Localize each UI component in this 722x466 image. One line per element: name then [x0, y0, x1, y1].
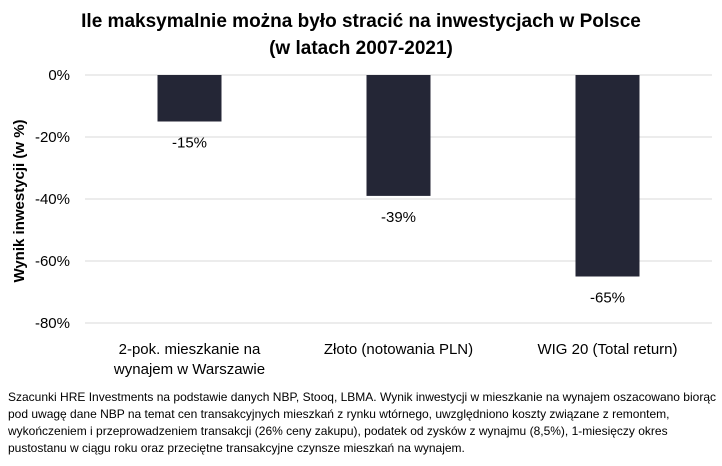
data-label: -65% [590, 290, 625, 307]
y-tick-label: -80% [35, 315, 70, 332]
data-label: -39% [381, 209, 416, 226]
bar-chart: 0% -20% -40% -60% -80% Wynik inwestycji (w %)… [11, 67, 712, 378]
y-tick-label: -40% [35, 191, 70, 208]
y-tick-label: -60% [35, 253, 70, 270]
x-category-label: 2-pok. mieszkanie na [119, 341, 261, 358]
bar [575, 75, 640, 277]
chart-title-line1: Ile maksymalnie można było stracić na in… [81, 11, 641, 32]
bar [157, 75, 222, 122]
x-category-label: Złoto (notowania PLN) [324, 341, 473, 358]
y-tick-label: 0% [48, 67, 70, 84]
x-category-label: WIG 20 (Total return) [537, 341, 677, 358]
chart-subtitle: (w latach 2007-2021) [269, 38, 453, 59]
chart-title: Ile maksymalnie można było stracić na in… [0, 8, 722, 62]
x-category-label: wynajem w Warszawie [113, 361, 265, 378]
data-label: -15% [172, 135, 207, 152]
bar [366, 75, 431, 196]
y-axis-label: Wynik inwestycji (w %) [11, 119, 28, 282]
y-tick-label: -20% [35, 129, 70, 146]
footnote: Szacunki HRE Investments na podstawie da… [8, 390, 716, 455]
